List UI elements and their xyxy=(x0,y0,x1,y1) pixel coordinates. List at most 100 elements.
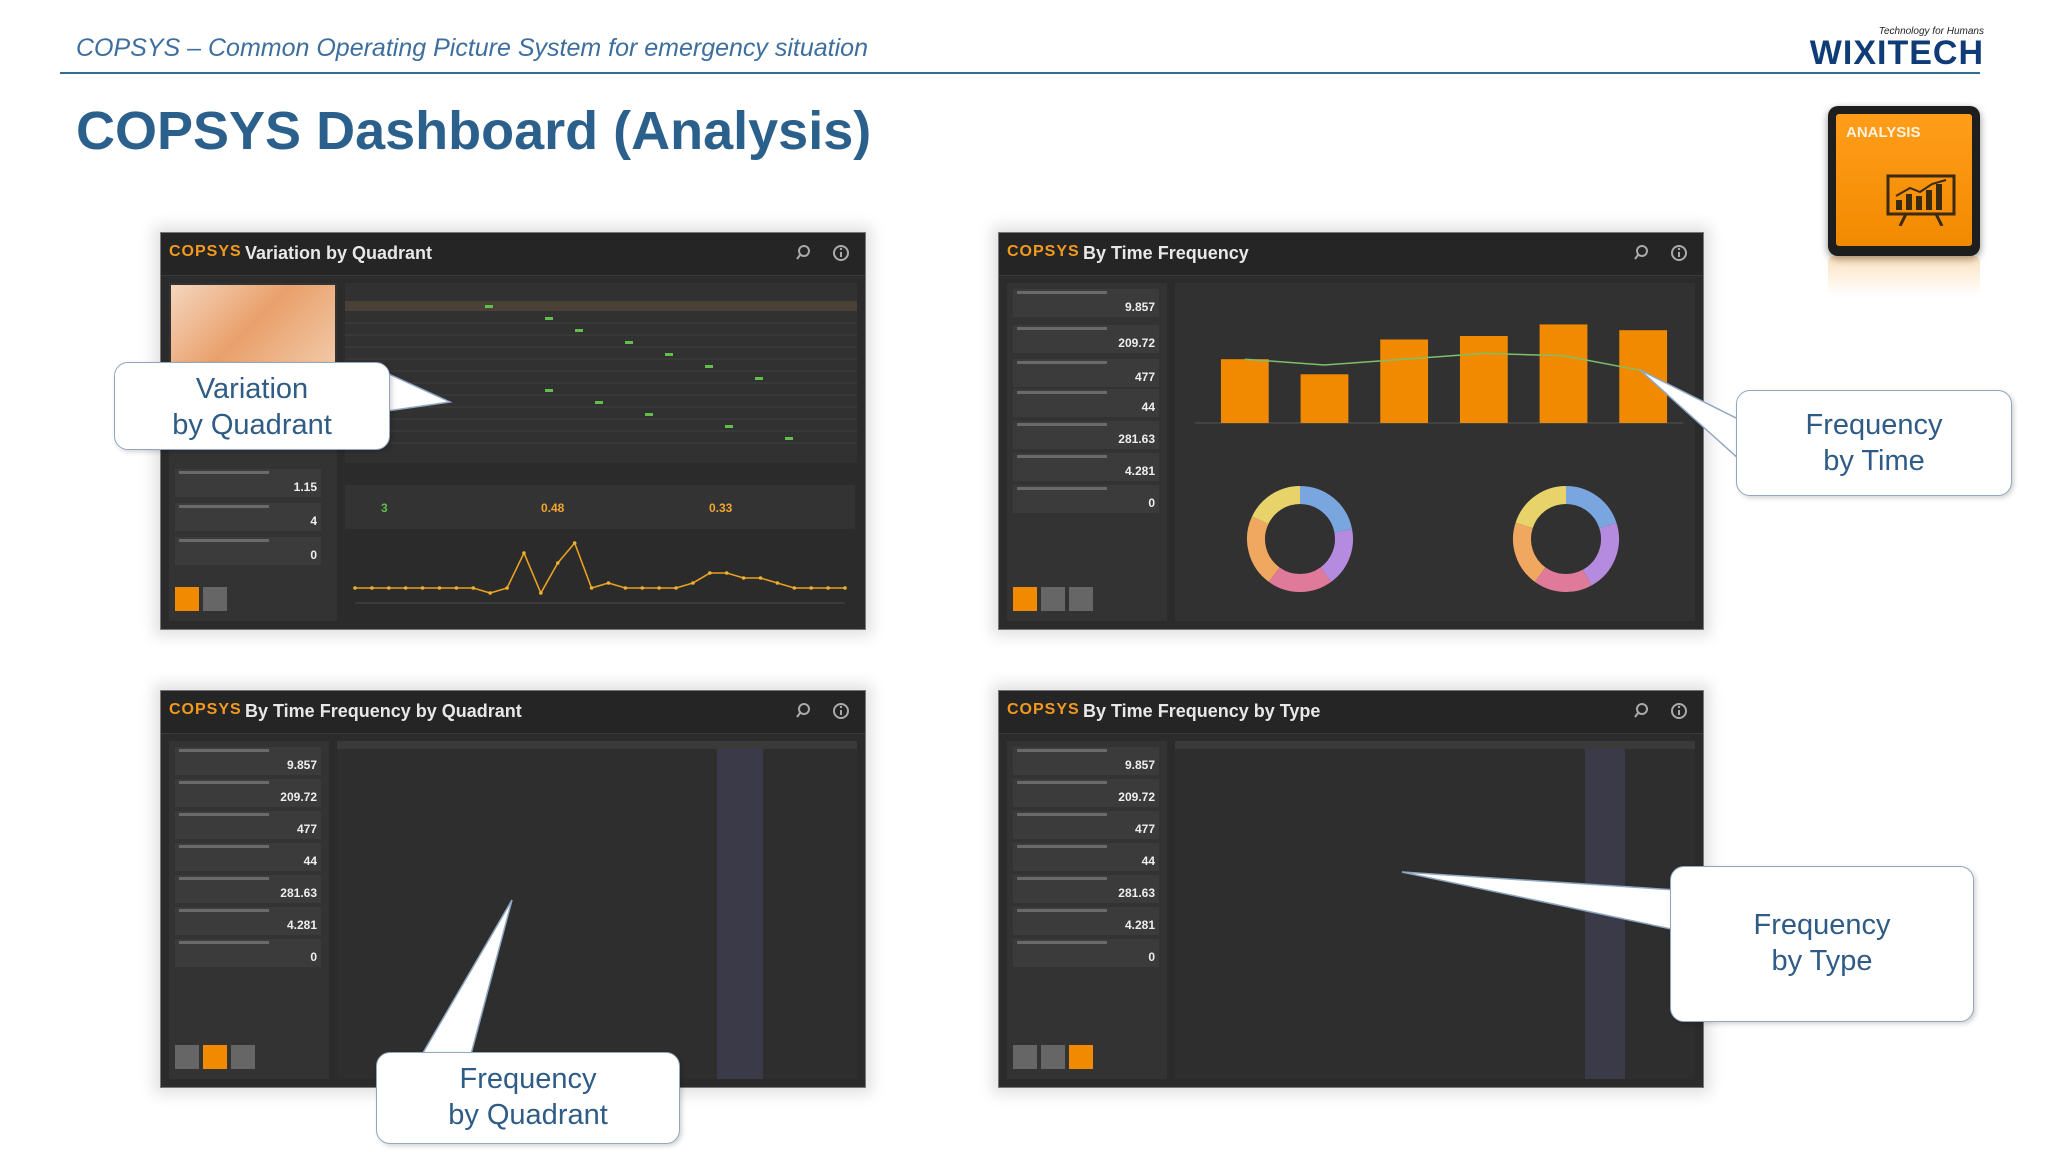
panel-title: By Time Frequency by Quadrant xyxy=(245,701,522,721)
panel-header: COPSYS Variation by Quadrant xyxy=(161,233,865,276)
quadrant-button[interactable] xyxy=(1069,587,1093,611)
view-buttons xyxy=(175,587,231,613)
trend-point xyxy=(809,586,814,590)
trend-point xyxy=(741,576,746,580)
kpi-card: 281.63 xyxy=(1013,875,1159,903)
trend-point xyxy=(640,586,645,590)
search-icon[interactable] xyxy=(795,701,815,721)
info-icon[interactable] xyxy=(831,243,851,263)
donut-slice xyxy=(1252,486,1301,525)
page-title: COPSYS Dashboard (Analysis) xyxy=(76,101,872,161)
trend-line xyxy=(355,541,845,595)
panel-header: COPSYS By Time Frequency xyxy=(999,233,1703,276)
trend-point xyxy=(826,586,830,590)
kpi-card: 9.857 xyxy=(1013,747,1159,775)
variation-table xyxy=(345,283,857,463)
trend-point xyxy=(674,586,678,590)
kpi-card: 44 xyxy=(175,843,321,871)
panel-title: Variation by Quadrant xyxy=(245,243,433,263)
brand-logo: COPSYS xyxy=(1007,243,1080,260)
variation-button[interactable] xyxy=(1013,1045,1037,1069)
search-icon[interactable] xyxy=(795,243,815,263)
trend-point xyxy=(775,581,780,585)
time-bar-chart xyxy=(1195,324,1683,424)
kpi-card: 281.63 xyxy=(1013,421,1159,449)
brand-logo: COPSYS xyxy=(1007,701,1080,718)
kpi-card: 4.281 xyxy=(175,907,321,935)
panel-header: COPSYS By Time Frequency by Type xyxy=(999,691,1703,734)
kpi-card: 9.857 xyxy=(175,747,321,775)
callout-frequency-by-type: Frequency by Type xyxy=(1670,866,1974,1022)
company-logo: Technology for Humans WIXITECH xyxy=(1804,26,1984,72)
bar xyxy=(1459,336,1508,423)
table-grid xyxy=(345,301,857,444)
variation-button[interactable] xyxy=(1013,587,1037,611)
chart-board-icon xyxy=(1886,174,1956,226)
trend-point xyxy=(792,586,797,590)
trend-point xyxy=(572,541,577,545)
sidebar: 9.857 209.72 477 44 281.63 4.281 0 xyxy=(1007,741,1167,1079)
kpi-card: 0 xyxy=(1013,939,1159,967)
time-button[interactable] xyxy=(1041,587,1065,611)
info-icon[interactable] xyxy=(831,701,851,721)
kpi-card: 0 xyxy=(175,537,321,565)
trend-point xyxy=(420,586,425,590)
trend-point xyxy=(539,591,543,595)
variation-button[interactable] xyxy=(175,1045,199,1069)
kpi-card: 477 xyxy=(1013,359,1159,387)
callout-variation-by-quadrant: Variation by Quadrant xyxy=(114,362,390,450)
year-variation: 0.33 xyxy=(709,501,733,515)
panel-by-time-frequency-by-quadrant[interactable]: COPSYS By Time Frequency by Quadrant 9.8… xyxy=(160,690,866,1088)
search-icon[interactable] xyxy=(1633,243,1653,263)
bar xyxy=(1619,330,1668,423)
analysis-icon-reflection xyxy=(1828,256,1980,296)
info-icon[interactable] xyxy=(1669,701,1689,721)
kpi-card: 209.72 xyxy=(1013,325,1159,353)
kpi-card: 4 xyxy=(175,503,321,531)
time-button[interactable] xyxy=(203,1045,227,1069)
bar xyxy=(1300,374,1349,423)
panel-controls xyxy=(1633,243,1693,265)
time-frequency-charts xyxy=(1175,283,1695,621)
view-buttons xyxy=(1013,1045,1097,1071)
kpi-card: 44 xyxy=(1013,389,1159,417)
trend-point xyxy=(691,581,695,585)
donut-slice xyxy=(1515,486,1567,529)
variation-button[interactable] xyxy=(175,587,199,611)
kpi-card: 44 xyxy=(1013,843,1159,871)
sidebar: 1.15 4 0 xyxy=(169,283,337,621)
panel-header: COPSYS By Time Frequency by Quadrant xyxy=(161,691,865,734)
search-icon[interactable] xyxy=(1633,701,1653,721)
kpi-card: 477 xyxy=(1013,811,1159,839)
bar xyxy=(1380,339,1429,423)
time-button[interactable] xyxy=(203,587,227,611)
panel-controls xyxy=(1633,701,1693,723)
trend-point xyxy=(403,586,408,590)
view-buttons xyxy=(175,1045,259,1071)
type-button[interactable] xyxy=(1069,1045,1093,1069)
month-variation: 0.48 xyxy=(541,501,565,515)
bar xyxy=(1539,324,1588,423)
trend-point xyxy=(708,571,712,575)
donut-chart-right xyxy=(1513,486,1619,592)
trend-point xyxy=(522,551,526,555)
callout-frequency-by-time: Frequency by Time xyxy=(1736,390,2012,496)
quadrant-button[interactable] xyxy=(231,1045,255,1069)
kpi-card: 0 xyxy=(175,939,321,967)
kpi-card: 4.281 xyxy=(1013,453,1159,481)
trend-point xyxy=(454,586,459,590)
map-thumbnail[interactable] xyxy=(171,285,335,363)
trend-point xyxy=(471,586,476,590)
table-header-row xyxy=(337,741,857,749)
panel-controls xyxy=(795,243,855,265)
kpi-card: 209.72 xyxy=(1013,779,1159,807)
panel-by-time-frequency[interactable]: COPSYS By Time Frequency 9.857 209.72 47… xyxy=(998,232,1704,630)
donut-slice xyxy=(1582,522,1619,586)
trend-point xyxy=(623,586,628,590)
info-icon[interactable] xyxy=(1669,243,1689,263)
trend-point xyxy=(555,561,560,565)
quadrant-frequency-table xyxy=(337,741,857,1079)
donut-slice xyxy=(1268,567,1332,592)
time-button[interactable] xyxy=(1041,1045,1065,1069)
